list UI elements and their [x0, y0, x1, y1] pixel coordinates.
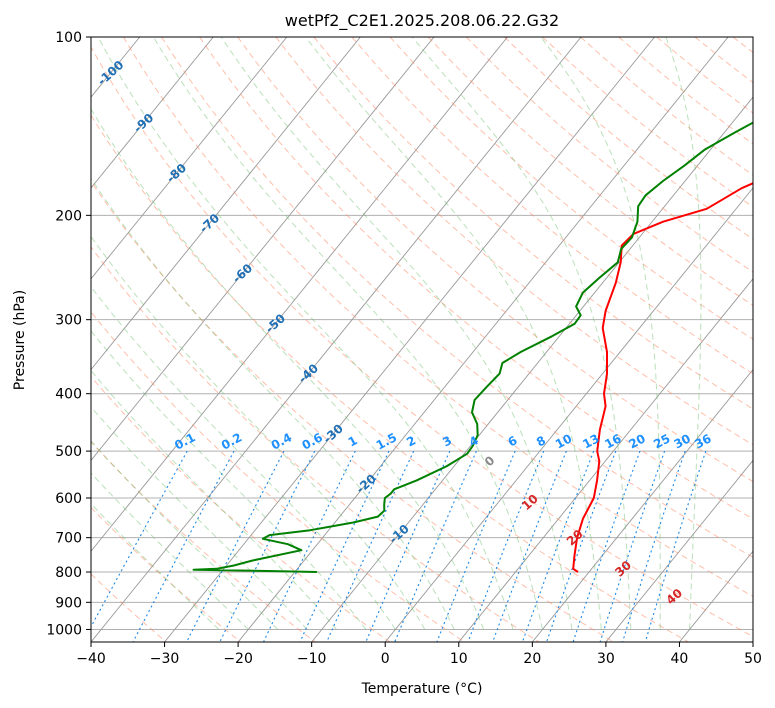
dry-adiabat [122, 37, 753, 598]
y-tick-label-400: 400 [55, 387, 82, 403]
isotherm--40 [91, 37, 582, 642]
moist-adiabat [152, 37, 543, 630]
mixing-ratio-line-20 [572, 450, 641, 642]
isotherm--30 [164, 37, 655, 642]
y-tick-label-900: 900 [55, 595, 82, 611]
plot-background [91, 37, 753, 642]
profile-layer [192, 121, 753, 573]
mixing-ratio-label-16: 16 [602, 431, 623, 451]
moist-adiabat [305, 37, 602, 630]
isotherm-20 [531, 368, 753, 642]
moist-adiabat [91, 177, 455, 630]
x-tick-label-50: 50 [744, 651, 762, 667]
dry-adiabat [161, 37, 753, 558]
mixing-ratio-label-25: 25 [651, 431, 672, 451]
mixing-ratio-label-30: 30 [672, 431, 693, 451]
x-tick-label-30: 30 [597, 651, 615, 667]
moist-adiabat [91, 108, 485, 630]
moist-adiabat [91, 286, 396, 630]
x-tick-label-10: 10 [450, 651, 468, 667]
dry-adiabat [275, 37, 753, 446]
mixing-ratio-line-13 [521, 450, 595, 642]
y-tick-label-700: 700 [55, 531, 82, 547]
isotherm--70 [91, 37, 361, 371]
dry-adiabat [91, 311, 465, 642]
y-tick-label-800: 800 [55, 565, 82, 581]
y-tick-label-1000: 1000 [46, 622, 82, 638]
mixing-ratio-label-13: 13 [580, 431, 601, 451]
moist-adiabat [91, 330, 367, 630]
x-tick-label--20: −20 [223, 651, 253, 667]
moist-adiabat [91, 503, 220, 630]
moist-adiabat [665, 37, 702, 630]
x-tick-label--30: −30 [150, 651, 180, 667]
isotherm--60 [91, 37, 435, 462]
isotherm-0 [384, 187, 753, 642]
isotherm--20 [237, 37, 729, 642]
dewpoint-profile [192, 121, 753, 573]
isotherm--10 [311, 96, 753, 642]
moist-adiabat [91, 369, 337, 630]
isotherm-50 [752, 641, 753, 642]
x-tick-label--40: −40 [76, 651, 106, 667]
mixing-ratio-line-6 [436, 450, 516, 642]
dry-adiabat [237, 37, 753, 483]
x-tick-label-0: 0 [381, 651, 390, 667]
y-tick-label-100: 100 [55, 30, 82, 46]
mixing-ratio-line-30 [622, 450, 686, 642]
mixing-ratio-label-20: 20 [626, 431, 647, 451]
moist-adiabat [97, 37, 514, 630]
chart-title: wetPf2_C2E1.2025.208.06.22.G32 [285, 11, 559, 31]
isotherm--110 [0, 37, 66, 642]
x-tick-label-20: 20 [523, 651, 541, 667]
mixing-ratio-line-1 [263, 450, 356, 642]
y-tick-label-300: 300 [55, 313, 82, 329]
mixing-ratio-line-10 [492, 450, 567, 642]
moist-adiabat [540, 37, 661, 630]
dry-adiabat [91, 46, 753, 638]
y-axis-label: Pressure (hPa) [12, 290, 28, 390]
ticks-layer: −40 −30 −20 −10 0 10 20 30 40 50 100 200 300 400 500 60… [46, 30, 762, 667]
mixing-ratio-line-8 [467, 450, 545, 642]
y-tick-label-600: 600 [55, 491, 82, 507]
dry-adiabat [91, 441, 316, 642]
y-tick-label-200: 200 [55, 208, 82, 224]
moist-adiabat [220, 37, 573, 630]
temperature-profile [572, 182, 753, 573]
y-tick-label-500: 500 [55, 444, 82, 460]
isotherm--50 [91, 37, 508, 552]
mixing-ratio-line-36 [644, 450, 707, 642]
moist-adiabat [411, 37, 632, 630]
x-axis-label: Temperature (°C) [361, 681, 483, 697]
mixing-ratio-line-25 [599, 450, 666, 642]
dry-adiabat [313, 37, 753, 410]
dry-adiabat [771, 37, 775, 642]
isotherm-30 [605, 459, 753, 642]
dry-adiabat [91, 506, 242, 642]
plot-frame [90, 36, 754, 643]
dry-adiabat [91, 114, 689, 642]
moist-adiabat [91, 235, 426, 630]
x-tick-label--10: −10 [297, 651, 327, 667]
x-tick-label-40: 40 [671, 651, 689, 667]
mixing-ratio-label-10: 10 [553, 431, 574, 451]
isotherm-10 [458, 278, 753, 642]
dry-adiabat [91, 180, 614, 642]
dry-adiabat [91, 375, 391, 642]
dry-adiabat [91, 246, 540, 642]
mixing-ratio-line-0.6 [219, 450, 316, 642]
mixing-ratio-label-36: 36 [692, 431, 713, 451]
mixing-ratio-line-0.4 [186, 450, 285, 642]
isotherm--90 [91, 37, 214, 189]
isotherm--80 [91, 37, 288, 280]
mixing-ratio-line-0.1 [91, 450, 188, 629]
